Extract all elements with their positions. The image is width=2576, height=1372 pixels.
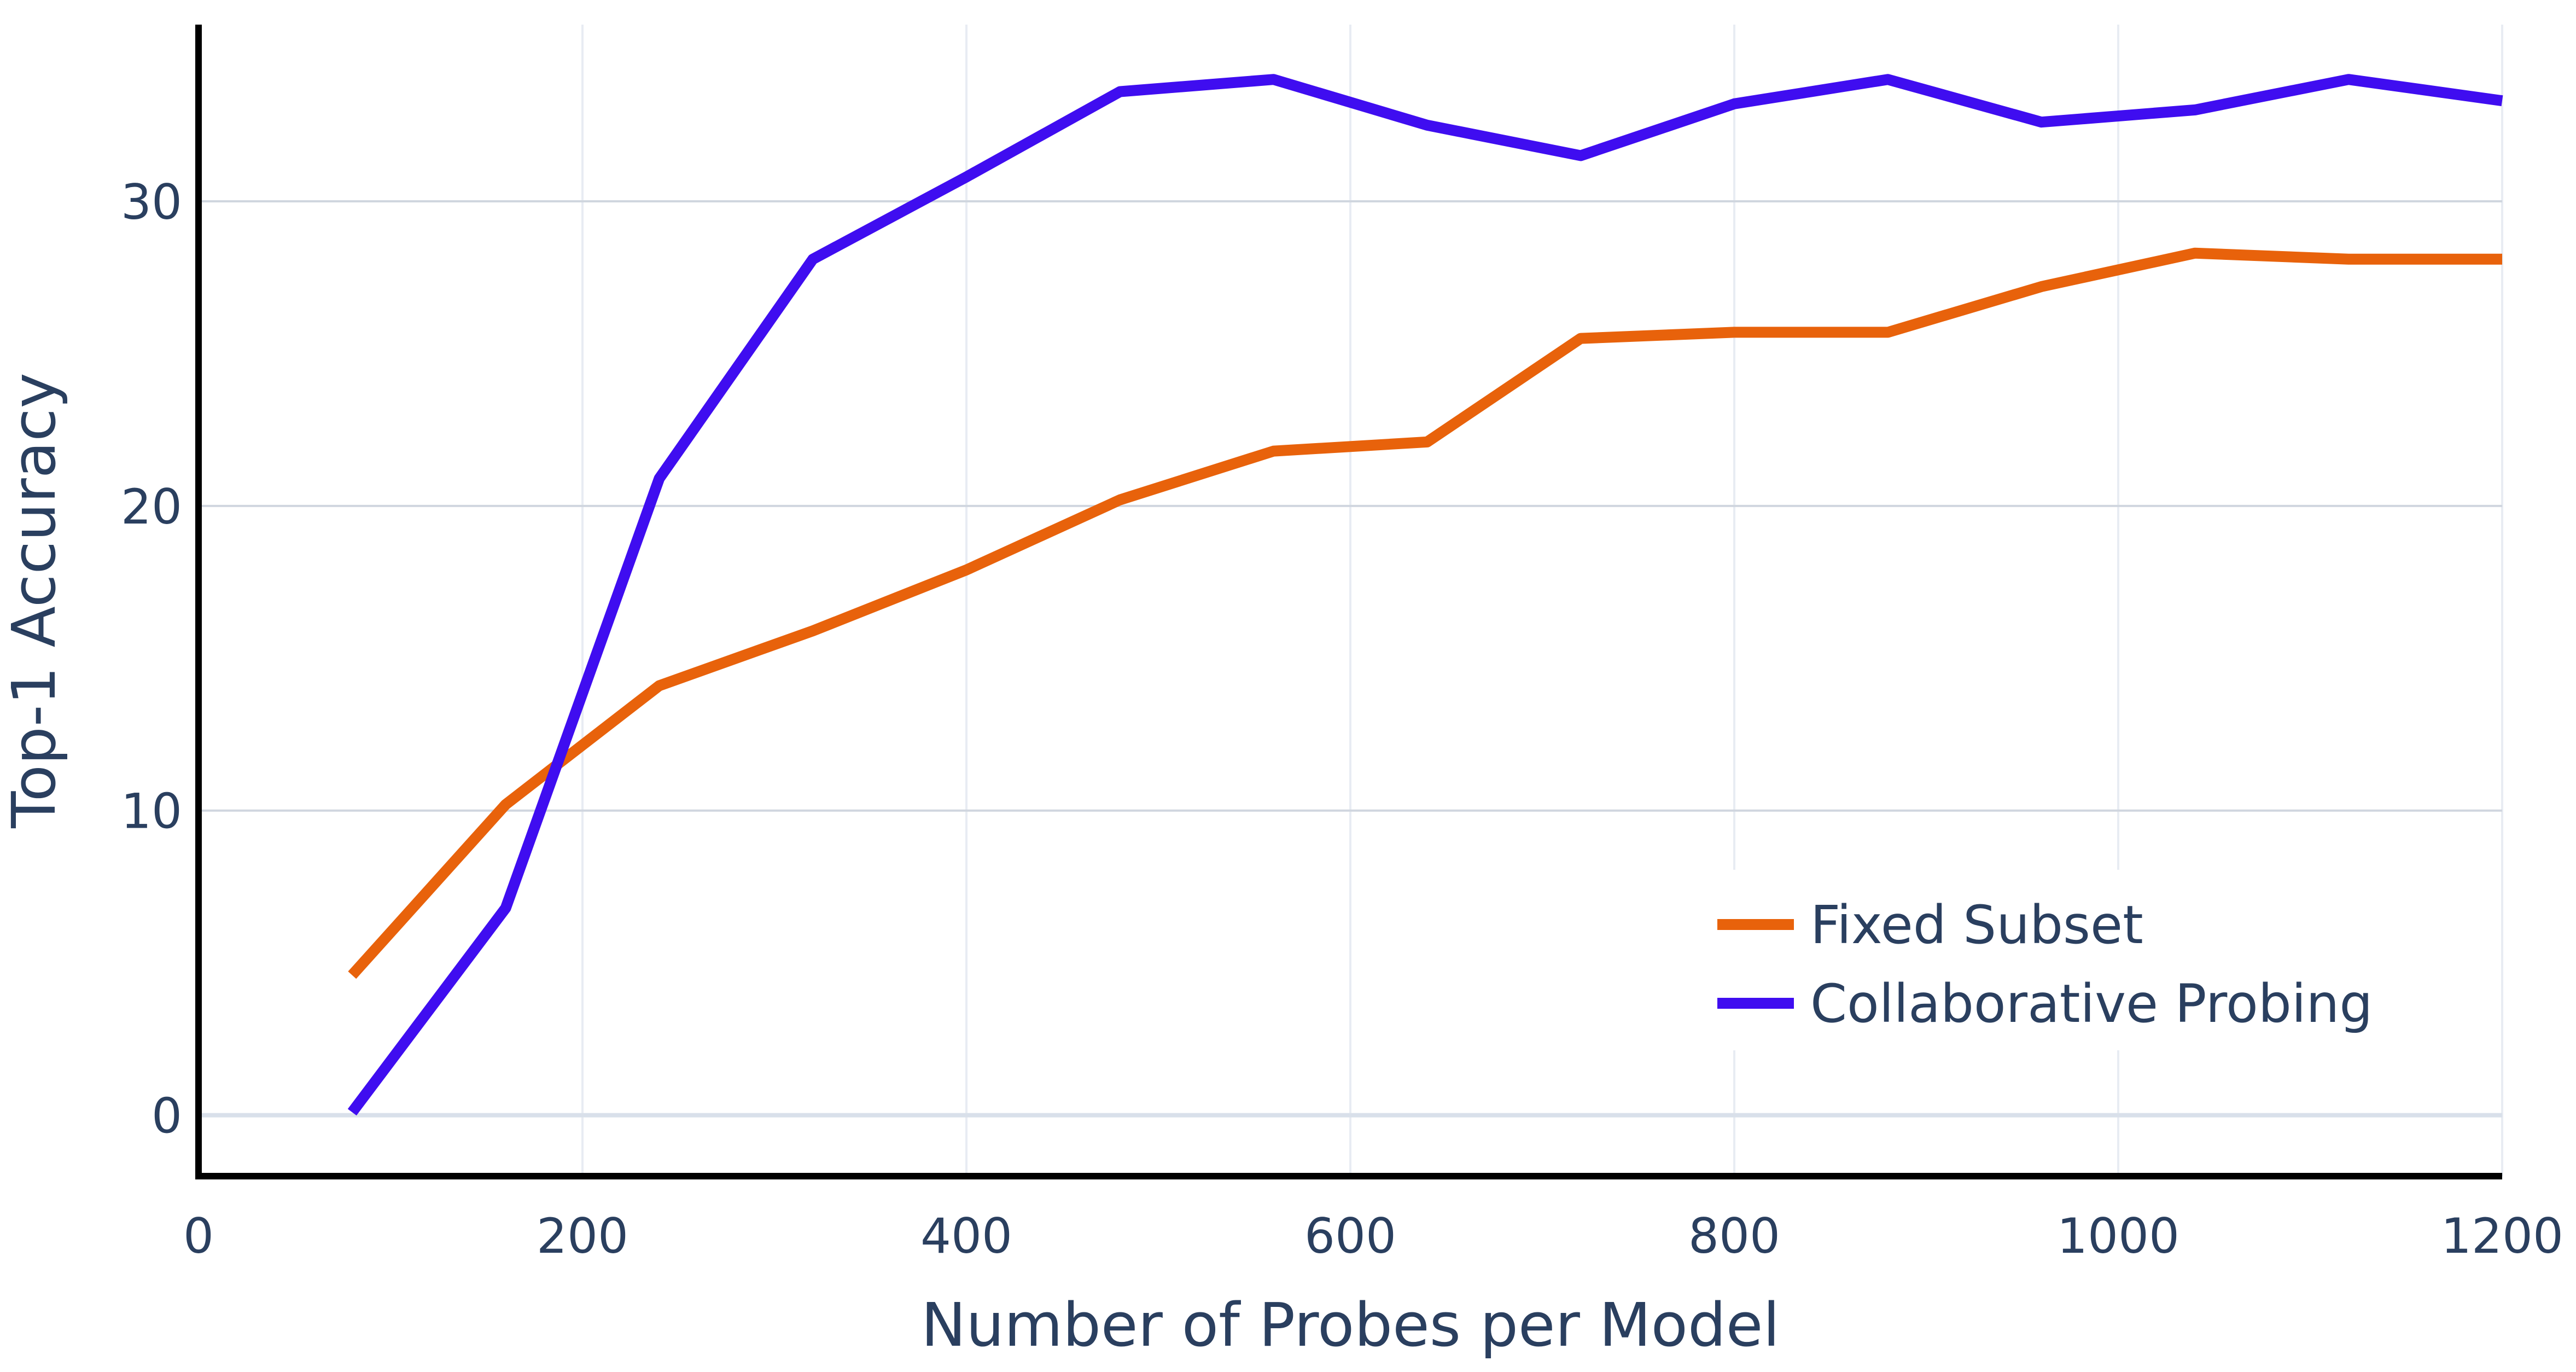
y-tick-label: 0: [151, 1088, 182, 1144]
grid-lines: [199, 25, 2503, 1176]
series-layer: [347, 74, 2503, 1116]
x-tick-labels: 0 200 400 600 800 1000 1200: [183, 1208, 2563, 1264]
series-line-collaborative-probing: [347, 74, 2503, 1116]
x-tick-label: 200: [537, 1208, 628, 1264]
series-line-fixed-subset: [348, 247, 2502, 979]
x-tick-label: 600: [1304, 1208, 1396, 1264]
x-tick-label: 800: [1688, 1208, 1780, 1264]
y-tick-labels: 0 10 20 30: [121, 174, 182, 1144]
y-tick-label: 20: [121, 479, 182, 535]
y-tick-label: 30: [121, 174, 182, 230]
legend: Fixed Subset Collaborative Probing: [1690, 870, 2401, 1050]
legend-label: Fixed Subset: [1810, 894, 2143, 956]
legend-box: [1690, 870, 2401, 1050]
axes: [195, 25, 2502, 1179]
y-tick-label: 10: [121, 783, 182, 840]
x-axis-title: Number of Probes per Model: [921, 1290, 1780, 1360]
x-tick-label: 1200: [2441, 1208, 2563, 1264]
x-tick-label: 400: [920, 1208, 1012, 1264]
legend-label: Collaborative Probing: [1810, 973, 2373, 1034]
x-tick-label: 1000: [2057, 1208, 2179, 1264]
y-axis-title: Top-1 Accuracy: [0, 373, 69, 828]
x-tick-label: 0: [183, 1208, 214, 1264]
